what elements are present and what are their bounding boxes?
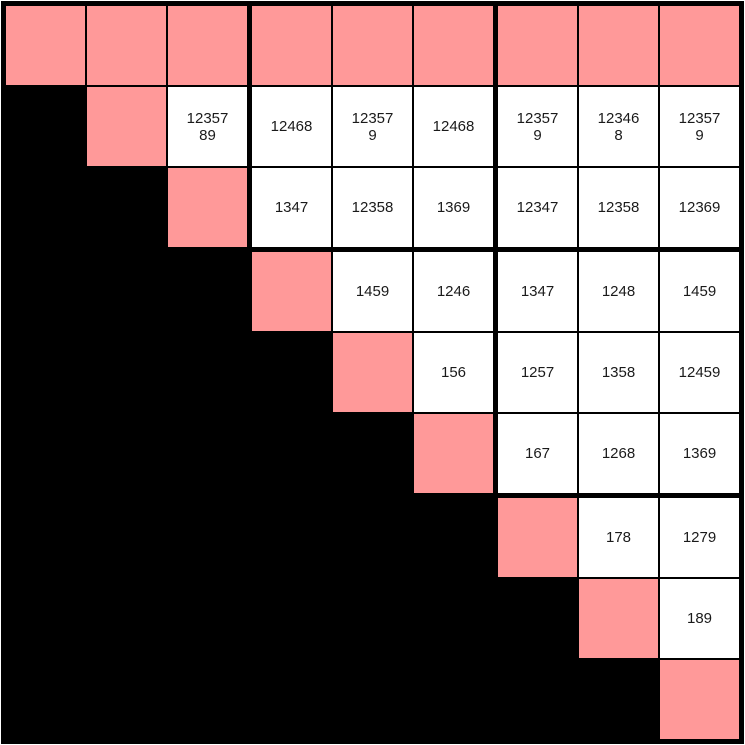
candidate-cell: 1257 (498, 333, 577, 412)
black-cell (414, 660, 493, 739)
pink-cell (168, 6, 247, 85)
black-cell (168, 252, 247, 331)
pink-cell (498, 6, 577, 85)
black-cell (6, 168, 85, 247)
candidate-cell: 167 (498, 414, 577, 493)
black-cell (168, 579, 247, 658)
black-cell (168, 660, 247, 739)
candidate-cell: 12358 (333, 168, 412, 247)
candidate-cell: 1246 (414, 252, 493, 331)
candidate-cell: 12357 9 (498, 87, 577, 166)
black-cell (6, 87, 85, 166)
candidate-cell: 12357 89 (168, 87, 247, 166)
black-cell (6, 660, 85, 739)
black-cell (6, 579, 85, 658)
black-cell (252, 660, 331, 739)
candidate-cell: 12468 (414, 87, 493, 166)
candidate-cell: 1279 (660, 498, 739, 577)
black-cell (252, 333, 331, 412)
pink-cell (87, 87, 166, 166)
candidate-cell: 12459 (660, 333, 739, 412)
candidate-cell: 156 (414, 333, 493, 412)
pink-cell (414, 6, 493, 85)
pink-cell (579, 579, 658, 658)
pink-cell (333, 333, 412, 412)
black-cell (87, 168, 166, 247)
candidate-cell: 1358 (579, 333, 658, 412)
pink-cell (6, 6, 85, 85)
candidate-cell: 12358 (579, 168, 658, 247)
pink-cell (414, 414, 493, 493)
candidate-cell: 189 (660, 579, 739, 658)
pink-cell (660, 660, 739, 739)
candidate-cell: 1459 (660, 252, 739, 331)
black-cell (252, 414, 331, 493)
candidate-cell: 1347 (252, 168, 331, 247)
black-cell (498, 660, 577, 739)
black-cell (414, 498, 493, 577)
pink-cell (579, 6, 658, 85)
black-cell (87, 579, 166, 658)
candidate-cell: 178 (579, 498, 658, 577)
candidate-cell: 1268 (579, 414, 658, 493)
candidate-cell: 1459 (333, 252, 412, 331)
black-cell (6, 414, 85, 493)
candidate-cell: 1369 (660, 414, 739, 493)
candidate-cell: 12369 (660, 168, 739, 247)
black-cell (498, 579, 577, 658)
black-cell (87, 333, 166, 412)
pink-cell (333, 6, 412, 85)
black-cell (333, 414, 412, 493)
black-cell (414, 579, 493, 658)
black-cell (87, 414, 166, 493)
pink-cell (660, 6, 739, 85)
black-cell (252, 498, 331, 577)
pink-cell (498, 498, 577, 577)
candidate-cell: 12347 (498, 168, 577, 247)
black-cell (579, 660, 658, 739)
candidate-cell: 12346 8 (579, 87, 658, 166)
candidate-cell: 1369 (414, 168, 493, 247)
pink-cell (168, 168, 247, 247)
black-cell (333, 498, 412, 577)
black-cell (168, 414, 247, 493)
black-cell (252, 579, 331, 658)
pink-cell (252, 252, 331, 331)
black-cell (6, 252, 85, 331)
pink-cell (87, 6, 166, 85)
black-cell (333, 579, 412, 658)
candidate-cell: 12468 (252, 87, 331, 166)
black-cell (168, 498, 247, 577)
black-cell (333, 660, 412, 739)
black-cell (87, 252, 166, 331)
black-cell (87, 498, 166, 577)
pink-cell (252, 6, 331, 85)
black-cell (6, 498, 85, 577)
black-cell (87, 660, 166, 739)
candidate-cell: 1248 (579, 252, 658, 331)
candidate-cell: 12357 9 (660, 87, 739, 166)
candidate-cell: 12357 9 (333, 87, 412, 166)
candidate-cell: 1347 (498, 252, 577, 331)
black-cell (6, 333, 85, 412)
black-cell (168, 333, 247, 412)
